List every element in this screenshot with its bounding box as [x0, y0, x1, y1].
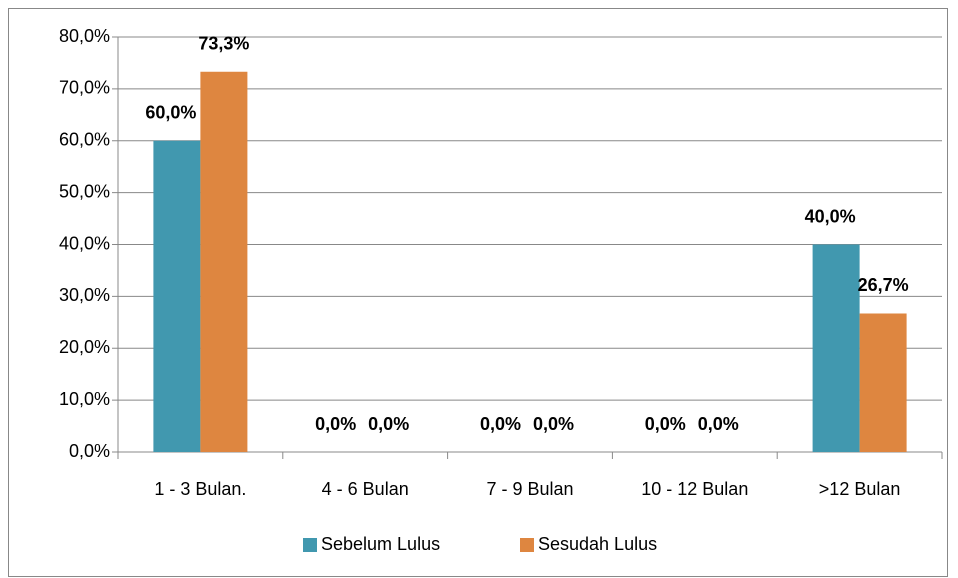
x-tick-label: >12 Bulan [819, 479, 901, 499]
y-tick-label: 10,0% [59, 389, 110, 409]
bar [200, 71, 248, 452]
y-tick-label: 40,0% [59, 233, 110, 253]
legend-label: Sebelum Lulus [321, 534, 440, 554]
legend-label: Sesudah Lulus [538, 534, 657, 554]
data-label: 0,0% [368, 414, 409, 434]
y-tick-label: 50,0% [59, 181, 110, 201]
bar [859, 313, 907, 452]
data-label: 0,0% [533, 414, 574, 434]
x-tick-label: 7 - 9 Bulan [486, 479, 573, 499]
x-tick-label: 4 - 6 Bulan [322, 479, 409, 499]
bar [812, 244, 860, 452]
y-tick-label: 70,0% [59, 78, 110, 98]
bar [153, 140, 201, 452]
data-label: 60,0% [145, 103, 196, 123]
x-tick-label: 10 - 12 Bulan [641, 479, 748, 499]
data-label: 73,3% [198, 34, 249, 54]
data-label: 26,7% [858, 275, 909, 295]
data-label: 0,0% [645, 414, 686, 434]
legend-swatch [520, 538, 534, 552]
data-label: 40,0% [805, 206, 856, 226]
x-tick-label: 1 - 3 Bulan. [154, 479, 246, 499]
data-label: 0,0% [480, 414, 521, 434]
y-tick-label: 30,0% [59, 285, 110, 305]
y-tick-label: 0,0% [69, 441, 110, 461]
data-label: 0,0% [315, 414, 356, 434]
legend-swatch [303, 538, 317, 552]
data-label: 0,0% [698, 414, 739, 434]
y-tick-label: 20,0% [59, 337, 110, 357]
y-tick-label: 80,0% [59, 26, 110, 46]
y-tick-label: 60,0% [59, 130, 110, 150]
chart-border [8, 8, 948, 577]
